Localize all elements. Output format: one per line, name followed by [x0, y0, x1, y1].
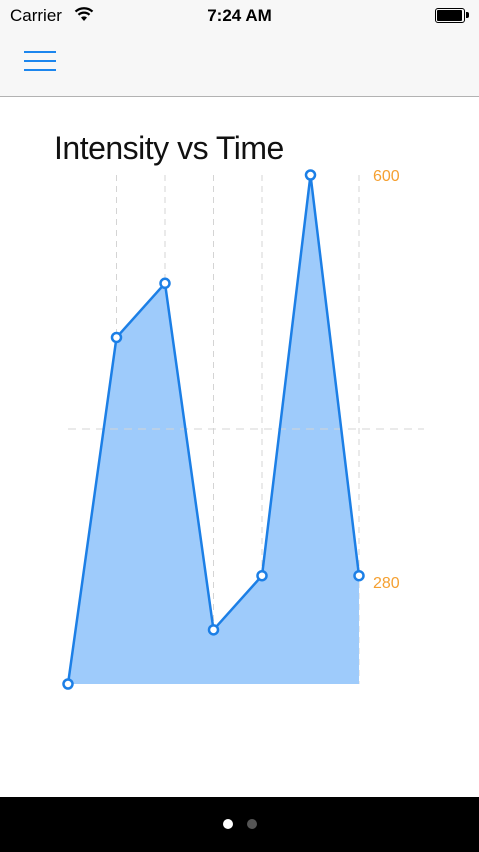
navigation-bar	[0, 32, 479, 97]
area-fill	[68, 175, 359, 684]
data-point-5	[256, 569, 268, 582]
hamburger-menu-icon[interactable]	[22, 48, 58, 76]
chart-title: Intensity vs Time	[54, 130, 284, 166]
status-bar: Carrier 7:24 AM	[0, 0, 479, 32]
data-point-2	[110, 331, 123, 344]
status-time: 7:24 AM	[207, 6, 272, 25]
wifi-icon	[74, 6, 94, 27]
y-tick-label: 280	[373, 575, 400, 592]
y-tick-label: 600	[373, 168, 400, 185]
data-point-4	[207, 624, 220, 636]
page-dot-1[interactable]	[223, 819, 233, 829]
page-dot-2[interactable]	[247, 819, 257, 829]
data-point-1	[62, 678, 74, 690]
data-point-7	[353, 569, 365, 582]
carrier-label: Carrier	[10, 6, 62, 25]
page-control	[0, 797, 479, 852]
intensity-chart: 600 280	[62, 168, 424, 690]
data-point-6	[304, 169, 317, 181]
battery-icon	[435, 8, 469, 23]
data-point-3	[159, 277, 171, 290]
